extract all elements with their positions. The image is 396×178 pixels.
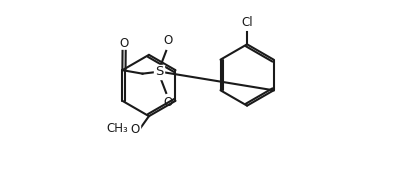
Text: O: O: [163, 96, 173, 109]
Text: CH₃: CH₃: [106, 122, 128, 135]
Text: Cl: Cl: [241, 15, 253, 28]
Text: O: O: [120, 37, 129, 50]
Text: O: O: [130, 123, 139, 136]
Text: O: O: [163, 34, 173, 47]
Text: S: S: [155, 66, 164, 78]
